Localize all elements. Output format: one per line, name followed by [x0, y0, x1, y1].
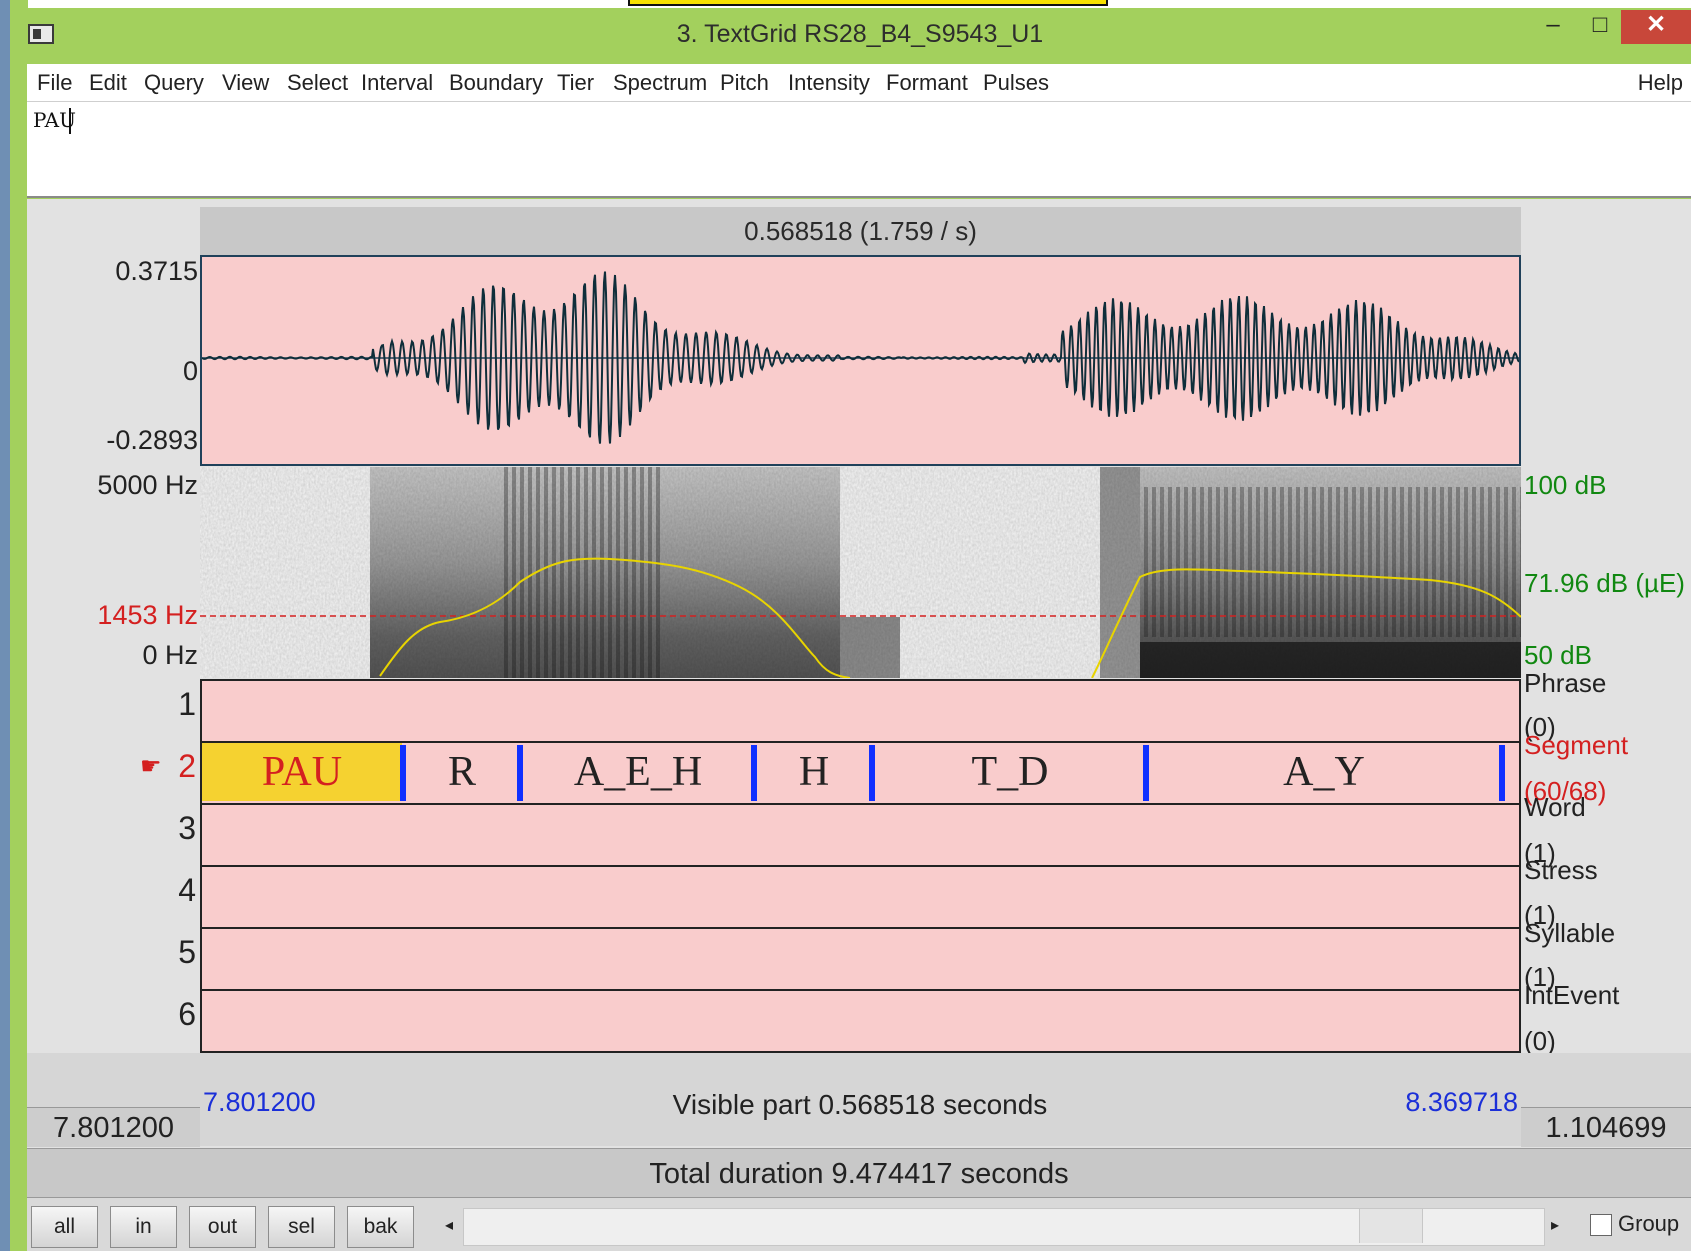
visible-start-time: 7.801200	[203, 1087, 316, 1117]
intensity-value-label: 71.96 dB (µE)	[1524, 568, 1685, 598]
zoom-out-button[interactable]: out	[189, 1206, 256, 1248]
tier-separator	[202, 989, 1519, 991]
interval[interactable]: H	[798, 749, 830, 795]
tier-6-count: (0)	[1524, 1026, 1556, 1056]
tier-4-number[interactable]: 4	[178, 872, 196, 908]
interval[interactable]: A_E_H	[573, 749, 703, 795]
zoom-selection-button[interactable]: sel	[268, 1206, 335, 1248]
menu-bar: File Edit Query View Select Interval Bou…	[27, 64, 1691, 102]
intensity-max-label: 100 dB	[1524, 470, 1607, 500]
minimize-button[interactable]: –	[1546, 11, 1560, 38]
interval[interactable]: R	[447, 749, 476, 795]
menu-query[interactable]: Query	[144, 70, 204, 95]
tier-separator	[202, 741, 1519, 743]
close-button[interactable]: ✕	[1621, 10, 1691, 44]
desktop-edge	[0, 0, 13, 1251]
boundary-marker[interactable]	[400, 745, 406, 801]
tier-6-number[interactable]: 6	[178, 996, 196, 1032]
boundary-marker[interactable]	[1143, 745, 1149, 801]
tier-6-name: IntEvent	[1524, 980, 1620, 1010]
zoom-back-button[interactable]: bak	[347, 1206, 414, 1248]
tier-4-count: (1)	[1524, 900, 1556, 930]
segment-tier[interactable]: PAU R A_E_H H T_D A_Y	[202, 743, 1519, 803]
waveform-max-label: 0.3715	[115, 256, 198, 286]
group-label: Group	[1618, 1211, 1680, 1236]
tier-1-name: Phrase	[1524, 668, 1607, 698]
menu-intensity[interactable]: Intensity	[788, 70, 870, 95]
scrollbar-thumb[interactable]	[1359, 1209, 1423, 1243]
waveform-plot	[202, 271, 1519, 444]
window-title: 3. TextGrid RS28_B4_S9543_U1	[676, 20, 1044, 48]
spectrogram-plot	[200, 467, 1521, 678]
boundary-marker[interactable]	[751, 745, 757, 801]
waveform-min-label: -0.2893	[106, 425, 198, 455]
total-duration-bar[interactable]: Total duration 9.474417 seconds	[27, 1148, 1691, 1198]
tier-4-name: Stress	[1524, 855, 1598, 885]
group-checkbox[interactable]	[1590, 1214, 1612, 1236]
zoom-toolbar: all in out sel bak ◂ ▸ Group	[27, 1198, 1691, 1251]
tier-2-name: Segment	[1524, 730, 1629, 760]
menu-help[interactable]: Help	[1637, 70, 1683, 95]
spectrogram-top-label: 5000 Hz	[97, 470, 198, 500]
menu-spectrum[interactable]: Spectrum	[613, 70, 708, 95]
menu-file[interactable]: File	[37, 70, 73, 95]
tier-1-number[interactable]: 1	[178, 686, 196, 722]
tier-5-count: (1)	[1524, 962, 1556, 992]
tier-separator	[202, 865, 1519, 867]
text-caret	[69, 108, 71, 134]
menu-select[interactable]: Select	[287, 70, 349, 95]
time-ruler	[27, 1053, 1691, 1146]
visible-part-label[interactable]: Visible part 0.568518 seconds	[672, 1089, 1048, 1120]
background-window-tab	[628, 0, 1108, 6]
tier-1-count: (0)	[1524, 712, 1556, 742]
title-bar	[17, 8, 1691, 64]
menu-tier[interactable]: Tier	[557, 70, 595, 95]
tier-separator	[202, 927, 1519, 929]
tier-5-number[interactable]: 5	[178, 934, 196, 970]
spectrogram-panel[interactable]	[200, 467, 1521, 678]
menu-boundary[interactable]: Boundary	[449, 70, 544, 95]
tier-2-count: (60/68)	[1524, 776, 1607, 806]
tier-5-name: Syllable	[1524, 918, 1616, 948]
cursor-frequency-label: 1453 Hz	[97, 600, 198, 630]
visible-end-time: 8.369718	[1405, 1087, 1518, 1117]
waveform-zero-label: 0	[182, 356, 198, 386]
tier-3-number[interactable]: 3	[178, 810, 196, 846]
menu-edit[interactable]: Edit	[89, 70, 127, 95]
zoom-in-button[interactable]: in	[110, 1206, 177, 1248]
tier-3-count: (1)	[1524, 838, 1556, 868]
zoom-all-button[interactable]: all	[31, 1206, 98, 1248]
boundary-marker[interactable]	[517, 745, 523, 801]
menu-interval[interactable]: Interval	[361, 70, 434, 95]
app-icon	[28, 24, 54, 44]
scroll-left-arrow-icon[interactable]: ◂	[444, 1217, 454, 1234]
intensity-min-label: 50 dB	[1524, 640, 1592, 670]
interval-text-editor[interactable]: PAU	[27, 102, 1691, 198]
maximize-button[interactable]: □	[1592, 11, 1608, 38]
textgrid-tiers[interactable]: PAU R A_E_H H T_D A_Y	[200, 679, 1521, 1053]
boundary-marker[interactable]	[1499, 745, 1505, 801]
time-scrollbar[interactable]	[463, 1208, 1545, 1246]
right-time-segment[interactable]: 1.104699	[1521, 1107, 1691, 1147]
selection-duration-bar[interactable]: 0.568518 (1.759 / s)	[200, 207, 1521, 255]
scroll-right-arrow-icon[interactable]: ▸	[1550, 1217, 1560, 1234]
menu-pitch[interactable]: Pitch	[720, 70, 769, 95]
interval[interactable]: T_D	[971, 749, 1049, 795]
menu-formant[interactable]: Formant	[886, 70, 968, 95]
spectrogram-bottom-label: 0 Hz	[142, 640, 198, 670]
interval[interactable]: A_Y	[1283, 749, 1365, 795]
left-time-segment[interactable]: 7.801200	[27, 1107, 200, 1147]
pointing-hand-icon: ☛	[140, 753, 162, 780]
waveform-panel[interactable]	[200, 255, 1521, 466]
tier-separator	[202, 803, 1519, 805]
tier-3-name: Word	[1524, 792, 1586, 822]
interval-selected[interactable]: PAU	[202, 743, 402, 801]
menu-pulses[interactable]: Pulses	[983, 70, 1050, 95]
boundary-marker[interactable]	[869, 745, 875, 801]
editor-text[interactable]: PAU	[33, 108, 76, 132]
tier-2-number[interactable]: 2	[178, 748, 196, 784]
menu-view[interactable]: View	[222, 70, 270, 95]
